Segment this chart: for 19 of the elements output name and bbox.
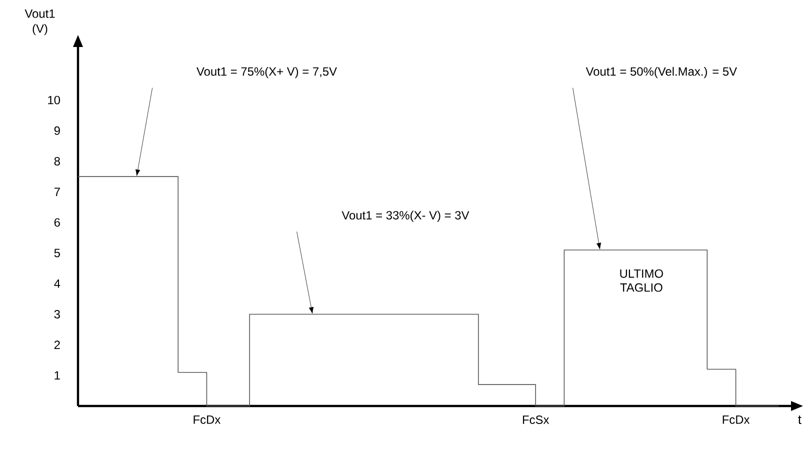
y-tick-label: 2	[54, 340, 60, 349]
y-tick-label: 7	[54, 188, 60, 196]
y-tick-label: 8	[54, 157, 60, 166]
y-tick-label: 9	[54, 126, 60, 135]
y-tick-label: 10	[48, 96, 60, 104]
annotation: Vout1 = 50%(Vel.Max.) = 5V	[586, 66, 738, 78]
y-axis-title: Vout1 (V)	[24, 10, 55, 36]
y-tick-label: 1	[54, 371, 60, 380]
x-axis-title: t	[798, 416, 802, 424]
y-tick-label: 4	[54, 280, 60, 288]
y-tick-label: 6	[54, 218, 60, 227]
annotation: Vout1 = 75%(X+ V) = 7,5V	[196, 66, 337, 78]
x-tick-label: FcDx	[722, 416, 750, 424]
x-tick-label: FcDx	[194, 416, 221, 424]
x-tick-label: FcSx	[522, 416, 550, 424]
y-tick-label: 5	[54, 248, 60, 258]
annotation: ULTIMO TAGLIO	[620, 269, 663, 292]
y-tick-label: 3	[54, 310, 60, 318]
annotation: Vout1 = 33%(X- V) = 3V	[342, 210, 470, 222]
